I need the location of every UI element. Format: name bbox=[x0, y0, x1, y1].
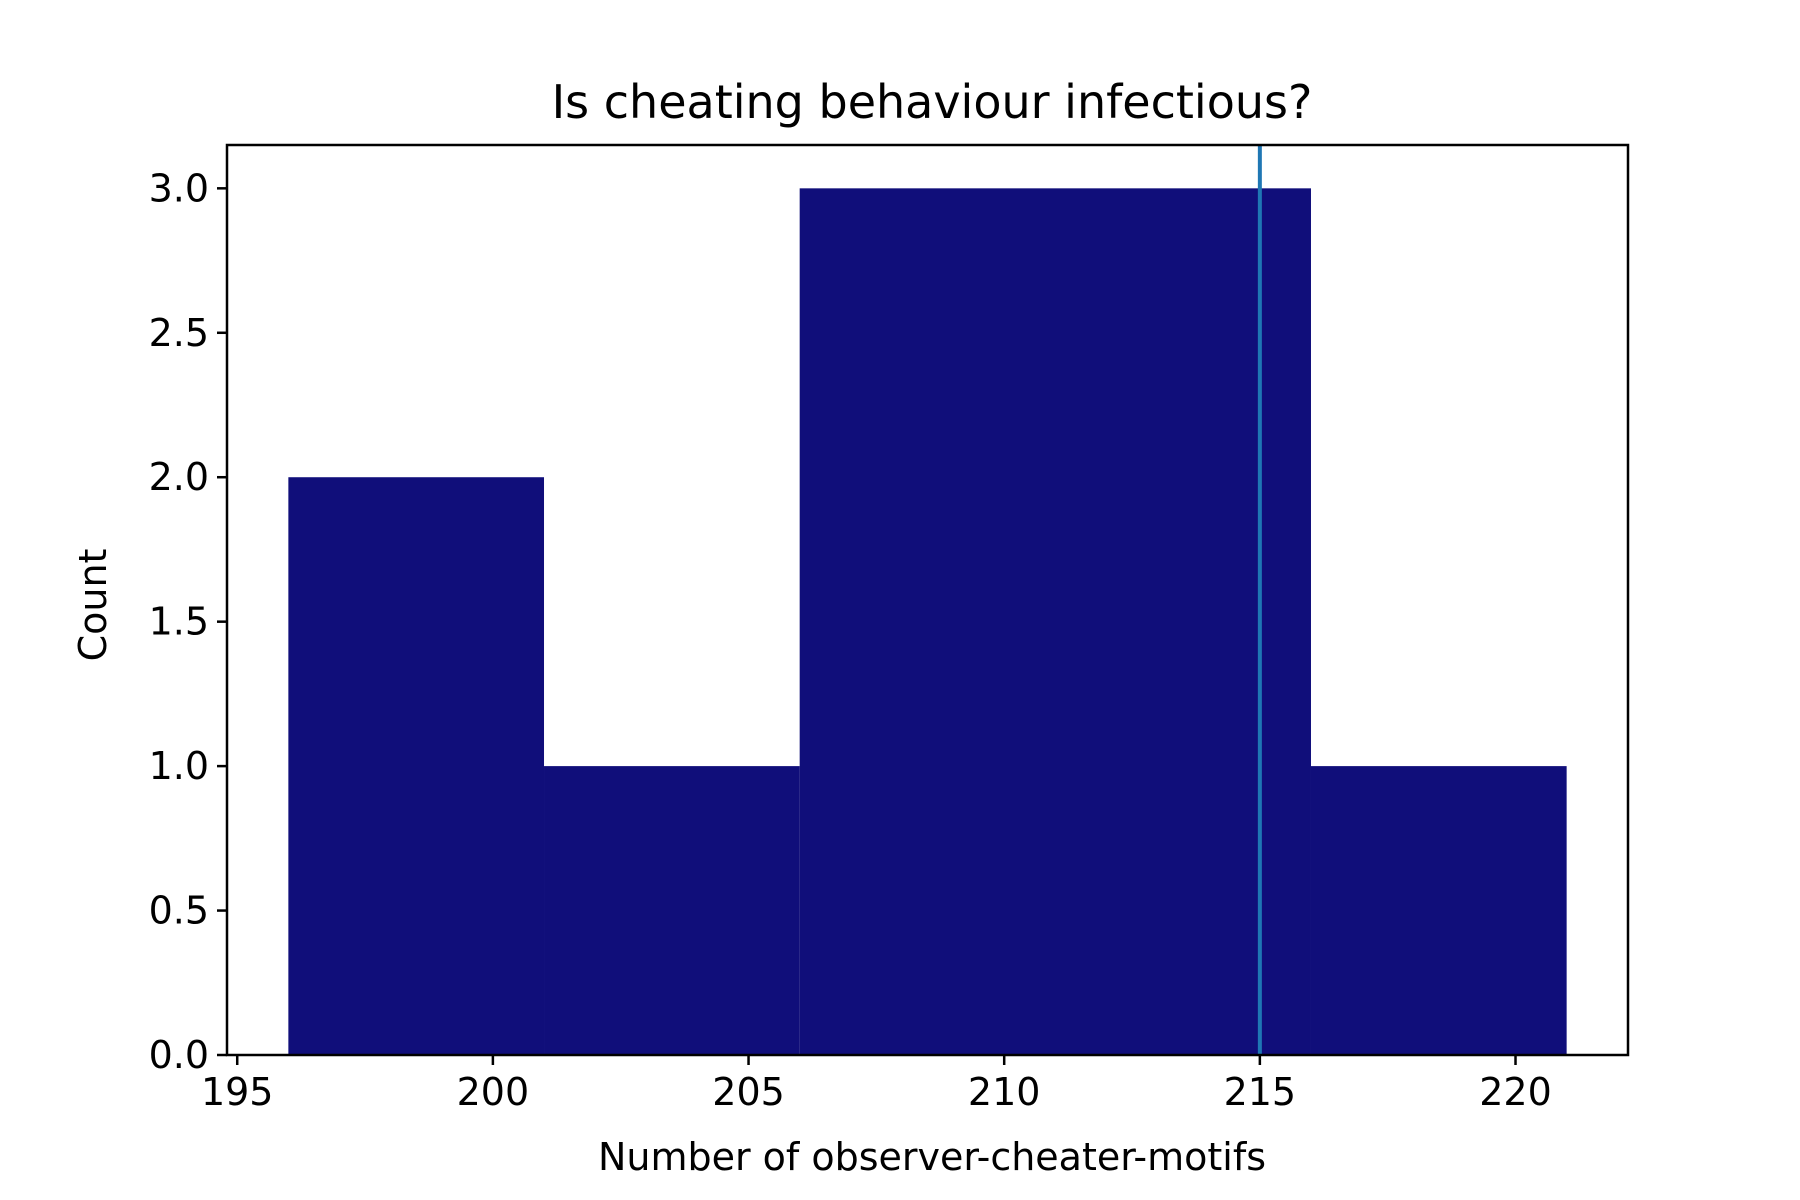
x-tick-label: 215 bbox=[1224, 1070, 1297, 1114]
x-tick-label: 195 bbox=[201, 1070, 274, 1114]
histogram-bar-3 bbox=[799, 188, 1311, 1056]
chart-title: Is cheating behaviour infectious? bbox=[552, 75, 1313, 129]
x-ticks-group: 195 200 205 210 215 220 bbox=[201, 1055, 1552, 1114]
y-tick-label: 0.5 bbox=[149, 889, 209, 933]
x-tick-label: 210 bbox=[968, 1070, 1041, 1114]
histogram-bar-1 bbox=[288, 477, 545, 1055]
y-tick-label: 1.0 bbox=[149, 744, 209, 788]
y-tick-label: 2.5 bbox=[149, 311, 209, 355]
axes-frame bbox=[225, 143, 1630, 1057]
x-axis-label: Number of observer-cheater-motifs bbox=[598, 1135, 1266, 1179]
y-axis-label: Count bbox=[71, 549, 115, 662]
histogram-bar-2 bbox=[544, 766, 800, 1055]
x-tick-label: 220 bbox=[1479, 1070, 1552, 1114]
histogram-bar-4 bbox=[1310, 766, 1567, 1055]
y-tick-label: 3.0 bbox=[149, 166, 209, 210]
x-tick-label: 205 bbox=[712, 1070, 785, 1114]
x-tick-label: 200 bbox=[457, 1070, 530, 1114]
bars-group bbox=[288, 188, 1567, 1056]
y-tick-label: 2.0 bbox=[149, 455, 209, 499]
y-ticks-group: 0.0 0.5 1.0 1.5 2.0 2.5 3.0 bbox=[149, 166, 227, 1077]
y-tick-label: 1.5 bbox=[149, 600, 209, 644]
y-tick-label: 0.0 bbox=[149, 1033, 209, 1077]
